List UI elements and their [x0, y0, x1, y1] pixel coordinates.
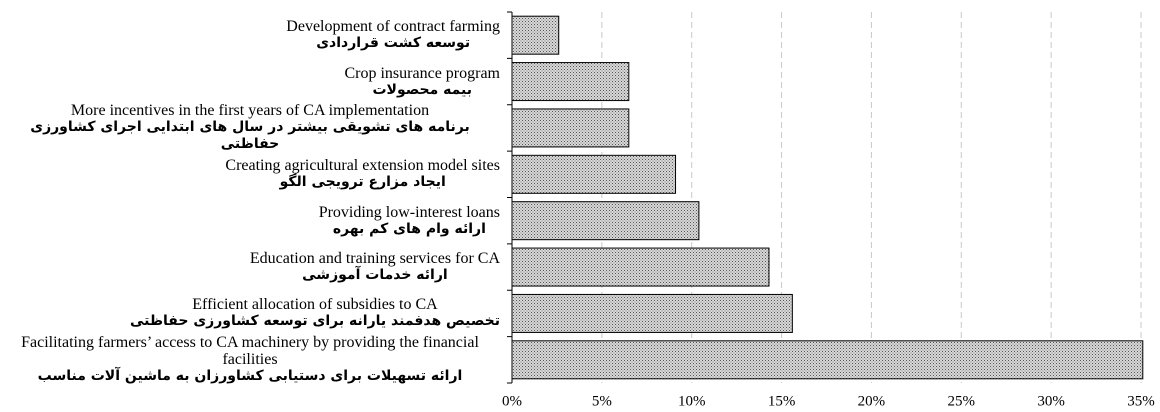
- category-name: Providing low-interest loans: [318, 203, 500, 221]
- x-tick-label: 30%: [1037, 393, 1065, 409]
- category-translation: توسعه کشت قراردادی: [316, 35, 471, 52]
- category-name: Efficient allocation of subsidies to CA: [192, 296, 438, 314]
- x-tick-label: 25%: [948, 393, 976, 409]
- x-tick-label: 20%: [858, 393, 886, 409]
- category-name: Crop insurance program: [344, 64, 500, 82]
- category-label: Development of contract farming توسعه کشت…: [0, 12, 500, 58]
- category-translation: بیمه محصولات: [372, 81, 473, 98]
- x-tick-label: 0%: [502, 393, 522, 409]
- bar: [511, 201, 700, 241]
- bar: [511, 340, 1144, 380]
- category-name: Creating agricultural extension model si…: [225, 157, 500, 175]
- bar: [511, 108, 630, 148]
- label-block: Facilitating farmers’ access to CA machi…: [0, 334, 500, 385]
- x-tick-label: 15%: [768, 393, 796, 409]
- bar: [511, 247, 770, 287]
- category-translation: ارائه تسهیلات برای دستیابی کشاورزان به م…: [37, 368, 463, 385]
- bar: [511, 62, 630, 102]
- category-name: Facilitating farmers’ access to CA machi…: [21, 334, 479, 369]
- category-translation: ارائه خدمات آموزشی: [302, 267, 448, 284]
- category-name: Development of contract farming: [286, 18, 500, 36]
- label-block: Crop insurance program بیمه محصولات: [344, 65, 500, 99]
- bar: [511, 293, 793, 333]
- category-label: Providing low-interest loans ارائه وام ها…: [0, 198, 500, 244]
- category-label: Crop insurance program بیمه محصولات: [0, 58, 500, 104]
- label-block: Education and training services for CA ار…: [250, 250, 500, 284]
- category-label: Efficient allocation of subsidies to CA ت…: [0, 290, 500, 336]
- category-name: Education and training services for CA: [249, 250, 500, 268]
- label-block: Creating agricultural extension model si…: [225, 157, 500, 191]
- category-label: Facilitating farmers’ access to CA machi…: [0, 334, 500, 385]
- label-block: More incentives in the first years of CA…: [0, 102, 500, 153]
- category-label: Education and training services for CA ار…: [0, 244, 500, 290]
- x-tick-label: 10%: [678, 393, 706, 409]
- category-translation: ایجاد مزارع ترویجی الگو: [279, 174, 446, 191]
- label-block: Efficient allocation of subsidies to CA ت…: [130, 296, 500, 330]
- label-block: Providing low-interest loans ارائه وام ها…: [319, 204, 500, 238]
- category-label: More incentives in the first years of CA…: [0, 102, 500, 153]
- category-translation: ارائه وام های کم بهره: [332, 220, 486, 237]
- bar: [511, 154, 677, 194]
- category-name: More incentives in the first years of CA…: [70, 102, 430, 120]
- category-translation: برنامه های تشویقی بیشتر در سال های ابتدا…: [30, 119, 470, 153]
- category-label: Creating agricultural extension model si…: [0, 151, 500, 197]
- category-translation: تخصیص هدفمند یارانه برای توسعه کشاورزی ح…: [129, 313, 500, 330]
- bar: [511, 15, 560, 55]
- x-tick-label: 35%: [1127, 393, 1155, 409]
- label-block: Development of contract farming توسعه کشت…: [286, 18, 500, 52]
- x-tick-label: 5%: [592, 393, 612, 409]
